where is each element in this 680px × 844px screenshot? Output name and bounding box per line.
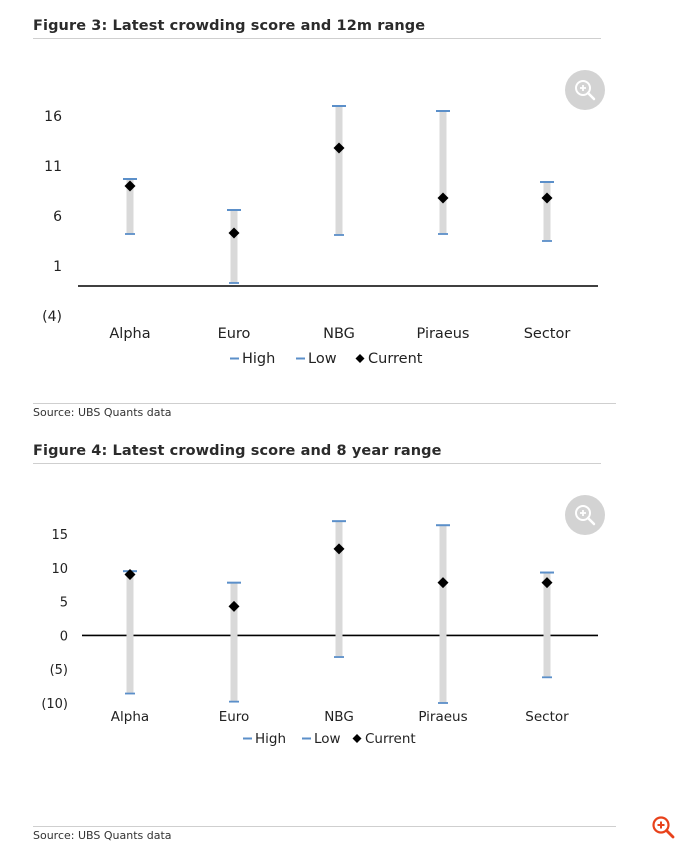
current-marker xyxy=(228,600,240,612)
figure-4-title: Figure 4: Latest crowding score and 8 ye… xyxy=(33,443,442,459)
current-marker xyxy=(541,577,553,589)
category-label: Piraeus xyxy=(418,709,467,725)
figure-3-title: Figure 3: Latest crowding score and 12m … xyxy=(33,18,426,34)
current-marker xyxy=(437,192,449,204)
figure-3-title-rule xyxy=(33,38,601,39)
figure-4-chart: 15 10 5 0 (5) (10) Alpha Euro NBG Piraeus Sector Hi… xyxy=(41,520,598,747)
y-tick-label: (4) xyxy=(42,309,62,325)
zoom-in-icon[interactable] xyxy=(650,814,676,840)
legend-current-swatch xyxy=(352,734,362,743)
category-label: Euro xyxy=(219,709,250,725)
current-marker xyxy=(333,543,345,555)
figure-4-zoom-button[interactable] xyxy=(565,495,605,535)
legend-high-label: High xyxy=(242,351,275,367)
zoom-in-icon xyxy=(575,505,596,526)
category-label: Piraeus xyxy=(417,326,470,342)
current-marker xyxy=(541,192,553,204)
range-bar xyxy=(230,582,238,702)
range-bar xyxy=(543,182,551,241)
current-marker xyxy=(124,569,136,581)
category-label: Sector xyxy=(524,326,571,342)
figure-4-title-rule xyxy=(33,463,601,464)
legend-low-label: Low xyxy=(308,351,337,367)
legend-low-label: Low xyxy=(314,731,341,747)
y-tick-label: 10 xyxy=(51,562,68,577)
current-marker xyxy=(333,142,345,154)
y-tick-label: (10) xyxy=(41,697,68,712)
legend-current-label: Current xyxy=(368,351,423,367)
category-label: NBG xyxy=(324,709,354,725)
figure-3-source-rule xyxy=(33,403,616,404)
legend-current-label: Current xyxy=(365,731,416,747)
range-bar xyxy=(126,179,134,234)
category-label: Euro xyxy=(218,326,251,342)
range-bar xyxy=(439,111,447,234)
figure-3-zoom-button[interactable] xyxy=(565,70,605,110)
y-tick-label: 6 xyxy=(53,209,62,225)
figure-4-source-rule xyxy=(33,826,616,827)
figure-3-chart: 16 11 6 1 (4) Alpha Euro NBG Piraeus Sector High Lo… xyxy=(42,105,598,367)
category-label: Sector xyxy=(525,709,569,725)
legend-current-swatch xyxy=(355,354,365,363)
figure-4-source: Source: UBS Quants data xyxy=(33,829,172,842)
category-label: Alpha xyxy=(111,709,149,725)
current-marker xyxy=(124,180,136,192)
figure-3-source: Source: UBS Quants data xyxy=(33,406,172,419)
y-tick-label: (5) xyxy=(50,663,68,678)
y-tick-label: 1 xyxy=(53,259,62,275)
range-bar xyxy=(543,572,551,678)
y-tick-label: 0 xyxy=(60,629,68,644)
y-tick-label: 11 xyxy=(44,159,62,175)
y-tick-label: 5 xyxy=(60,596,68,611)
category-label: Alpha xyxy=(109,326,150,342)
current-marker xyxy=(437,577,449,589)
y-tick-label: 16 xyxy=(44,109,62,125)
range-bar xyxy=(335,106,343,235)
zoom-in-icon xyxy=(575,80,596,101)
range-bar xyxy=(335,521,343,658)
category-label: NBG xyxy=(323,326,355,342)
range-bar xyxy=(230,210,238,283)
current-marker xyxy=(228,227,240,239)
y-tick-label: 15 xyxy=(51,528,68,543)
range-bar xyxy=(439,525,447,703)
range-bar xyxy=(126,571,134,694)
legend-high-label: High xyxy=(255,731,286,747)
